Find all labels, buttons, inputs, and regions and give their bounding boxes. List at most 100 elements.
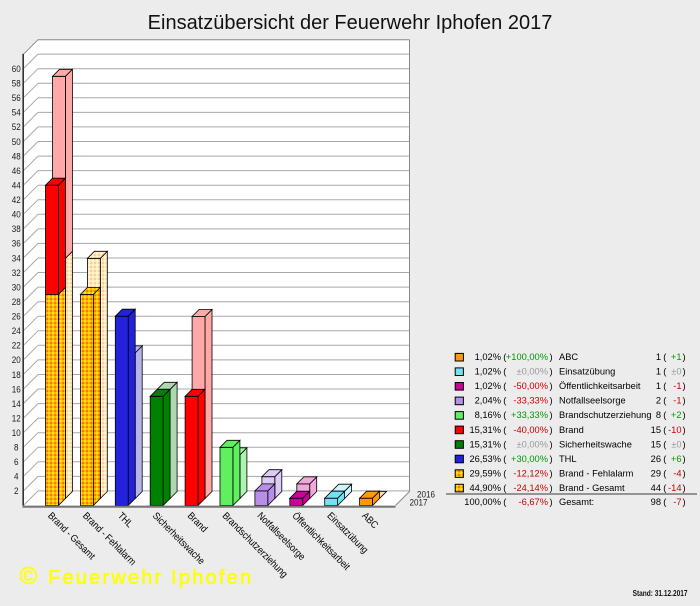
svg-text:8,16%: 8,16% xyxy=(475,410,501,420)
svg-text:(: ( xyxy=(503,454,507,464)
svg-text:): ) xyxy=(683,497,686,507)
svg-text:(: ( xyxy=(663,352,667,362)
svg-text:44: 44 xyxy=(12,180,21,191)
svg-text:1: 1 xyxy=(656,381,661,391)
svg-text:±0: ±0 xyxy=(671,367,681,377)
svg-text:18: 18 xyxy=(12,369,21,380)
svg-text:8: 8 xyxy=(656,410,661,420)
svg-text:+1: +1 xyxy=(671,352,682,362)
svg-text:): ) xyxy=(550,497,553,507)
svg-text:100,00%: 100,00% xyxy=(464,497,501,507)
svg-text:(: ( xyxy=(503,410,507,420)
svg-text:1: 1 xyxy=(656,367,661,377)
svg-text:+33,33%: +33,33% xyxy=(511,410,548,420)
svg-text:(: ( xyxy=(663,439,667,449)
svg-text:2017: 2017 xyxy=(410,497,428,508)
svg-text:-14: -14 xyxy=(668,483,681,493)
svg-text:Öffentlichkeitsarbeit: Öffentlichkeitsarbeit xyxy=(559,381,641,391)
svg-text:(: ( xyxy=(663,367,667,377)
svg-text:-1: -1 xyxy=(673,396,681,406)
svg-text:THL: THL xyxy=(116,509,136,529)
svg-text:44: 44 xyxy=(651,483,661,493)
svg-text:29: 29 xyxy=(651,468,661,478)
svg-text:+2: +2 xyxy=(671,410,682,420)
svg-text:36: 36 xyxy=(12,238,21,249)
svg-text:(: ( xyxy=(503,396,507,406)
svg-text:Sicherheitswache: Sicherheitswache xyxy=(559,439,632,449)
svg-text:-4: -4 xyxy=(673,468,681,478)
svg-text:): ) xyxy=(550,439,553,449)
svg-text:(: ( xyxy=(503,381,507,391)
svg-text:30: 30 xyxy=(12,282,21,293)
svg-text:(: ( xyxy=(503,367,507,377)
svg-text:ABC: ABC xyxy=(360,509,381,530)
svg-text:): ) xyxy=(550,367,553,377)
svg-text:±0,00%: ±0,00% xyxy=(517,367,548,377)
svg-text:(: ( xyxy=(663,468,667,478)
svg-text:): ) xyxy=(683,381,686,391)
svg-text:15,31%: 15,31% xyxy=(469,439,501,449)
svg-text:58: 58 xyxy=(12,78,21,89)
svg-text:26: 26 xyxy=(651,454,661,464)
svg-text:+30,00%: +30,00% xyxy=(511,454,548,464)
svg-text:10: 10 xyxy=(12,427,21,438)
svg-text:Brand: Brand xyxy=(185,509,210,534)
svg-text:(: ( xyxy=(663,425,667,435)
svg-text:Brandschutzerziehung: Brandschutzerziehung xyxy=(559,410,652,420)
svg-text:(: ( xyxy=(503,425,507,435)
svg-text:34: 34 xyxy=(12,253,21,264)
svg-text:Notfallseelsorge: Notfallseelsorge xyxy=(559,396,626,406)
svg-text:): ) xyxy=(550,396,553,406)
svg-text:-40,00%: -40,00% xyxy=(513,425,548,435)
svg-text:): ) xyxy=(683,367,686,377)
svg-text:): ) xyxy=(550,352,553,362)
svg-text:48: 48 xyxy=(12,151,21,162)
svg-text:±0,00%: ±0,00% xyxy=(517,439,548,449)
svg-text:-7: -7 xyxy=(673,497,681,507)
svg-text:(: ( xyxy=(503,483,507,493)
svg-text:2: 2 xyxy=(14,486,19,497)
svg-text:(: ( xyxy=(663,410,667,420)
svg-text:Stand: 31.12.2017: Stand: 31.12.2017 xyxy=(633,588,688,598)
svg-text:-6,67%: -6,67% xyxy=(519,497,548,507)
svg-text:40: 40 xyxy=(12,209,21,220)
svg-text:2: 2 xyxy=(656,396,661,406)
svg-text:20: 20 xyxy=(12,355,21,366)
svg-text:-12,12%: -12,12% xyxy=(513,468,548,478)
svg-text:): ) xyxy=(550,454,553,464)
svg-text:16: 16 xyxy=(12,384,21,395)
svg-text:Brand - Gesamt: Brand - Gesamt xyxy=(559,483,625,493)
svg-text:52: 52 xyxy=(12,122,21,133)
svg-text:(: ( xyxy=(503,468,507,478)
svg-text:28: 28 xyxy=(12,296,21,307)
svg-text:): ) xyxy=(683,425,686,435)
svg-text:+100,00%: +100,00% xyxy=(506,352,548,362)
svg-text:46: 46 xyxy=(12,165,21,176)
svg-text:THL: THL xyxy=(559,454,577,464)
svg-text:50: 50 xyxy=(12,136,21,147)
svg-text:): ) xyxy=(550,410,553,420)
svg-text:-1: -1 xyxy=(673,381,681,391)
svg-text:ABC: ABC xyxy=(559,352,578,362)
svg-text:1,02%: 1,02% xyxy=(475,352,501,362)
svg-text:1,02%: 1,02% xyxy=(475,381,501,391)
svg-text:32: 32 xyxy=(12,267,21,278)
svg-text:): ) xyxy=(550,425,553,435)
svg-text:): ) xyxy=(683,468,686,478)
svg-text:+6: +6 xyxy=(671,454,682,464)
svg-text:56: 56 xyxy=(12,92,21,103)
svg-text:-33,33%: -33,33% xyxy=(513,396,548,406)
svg-text:29,59%: 29,59% xyxy=(469,468,501,478)
svg-text:): ) xyxy=(683,396,686,406)
svg-text:Einsatzübung: Einsatzübung xyxy=(559,367,615,377)
svg-text:): ) xyxy=(683,410,686,420)
svg-text:(: ( xyxy=(663,483,667,493)
svg-text:-50,00%: -50,00% xyxy=(513,381,548,391)
svg-text:): ) xyxy=(683,439,686,449)
svg-text:(: ( xyxy=(503,352,507,362)
svg-text:1: 1 xyxy=(656,352,661,362)
svg-text:©: © xyxy=(20,563,38,590)
svg-text:15,31%: 15,31% xyxy=(469,425,501,435)
svg-text:): ) xyxy=(550,468,553,478)
svg-text:15: 15 xyxy=(651,439,661,449)
